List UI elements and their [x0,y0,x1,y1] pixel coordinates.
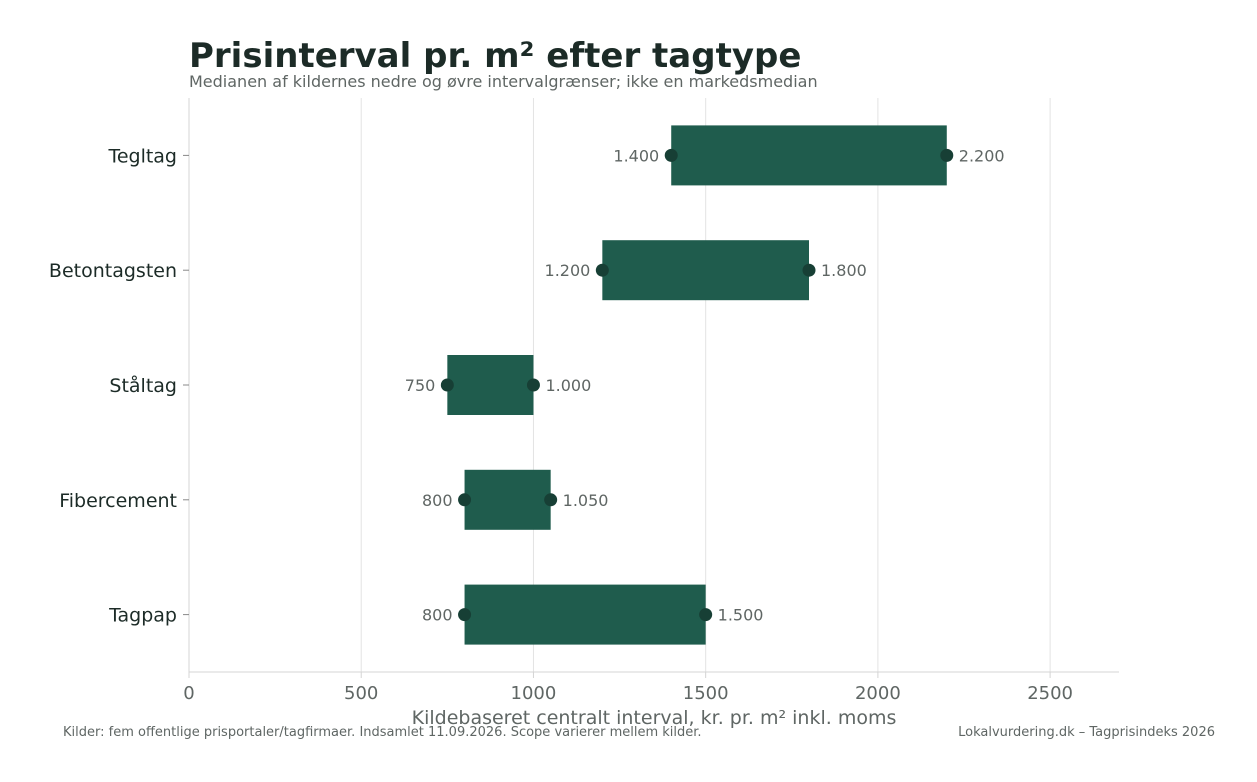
axes [183,98,1119,678]
range-bar [464,584,706,645]
x-tick-label: 1000 [511,683,557,704]
high-point [544,493,558,507]
high-point [526,378,540,392]
low-point [595,263,609,277]
low-point [664,148,678,162]
high-value-label: 1.050 [563,491,609,510]
range-bar [671,125,947,186]
high-point [940,148,954,162]
x-tick-label: 500 [344,683,378,704]
x-tick-label: 0 [183,683,194,704]
high-value-label: 2.200 [959,146,1005,165]
category-label: Fibercement [59,490,177,512]
bars [440,125,954,645]
low-point [458,493,472,507]
high-point [699,608,713,622]
low-value-label: 800 [422,491,453,510]
x-tick-label: 2500 [1027,683,1073,704]
range-bar [447,355,534,415]
x-tick-label: 1500 [683,683,729,704]
low-point [458,608,472,622]
high-point [802,263,816,277]
low-value-label: 800 [422,606,453,625]
low-value-label: 750 [405,376,436,395]
category-label: Betontagsten [49,260,177,282]
source-note: Kilder: fem offentlige prisportaler/tagf… [63,725,702,740]
category-label: Ståltag [109,374,177,397]
chart-title: Prisinterval pr. m² efter tagtype [189,36,802,76]
low-value-label: 1.200 [545,261,591,280]
category-label: Tegltag [107,145,177,167]
labels: 0 500 1000 1500 2000 2500 Tegltag 1.400 2.200 Bet… [49,145,1073,704]
category-label: Tagpap [108,605,177,627]
brand-note: Lokalvurdering.dk – Tagprisindeks 2026 [958,725,1215,740]
low-value-label: 1.400 [613,146,659,165]
range-bar [602,240,809,301]
chart-subtitle: Medianen af kildernes nedre og øvre inte… [189,72,818,91]
high-value-label: 1.800 [821,261,867,280]
x-tick-label: 2000 [855,683,901,704]
low-point [440,378,454,392]
high-value-label: 1.500 [718,606,764,625]
range-bar [464,469,551,530]
x-axis-title: Kildebaseret centralt interval, kr. pr. … [412,707,897,729]
high-value-label: 1.000 [545,376,591,395]
